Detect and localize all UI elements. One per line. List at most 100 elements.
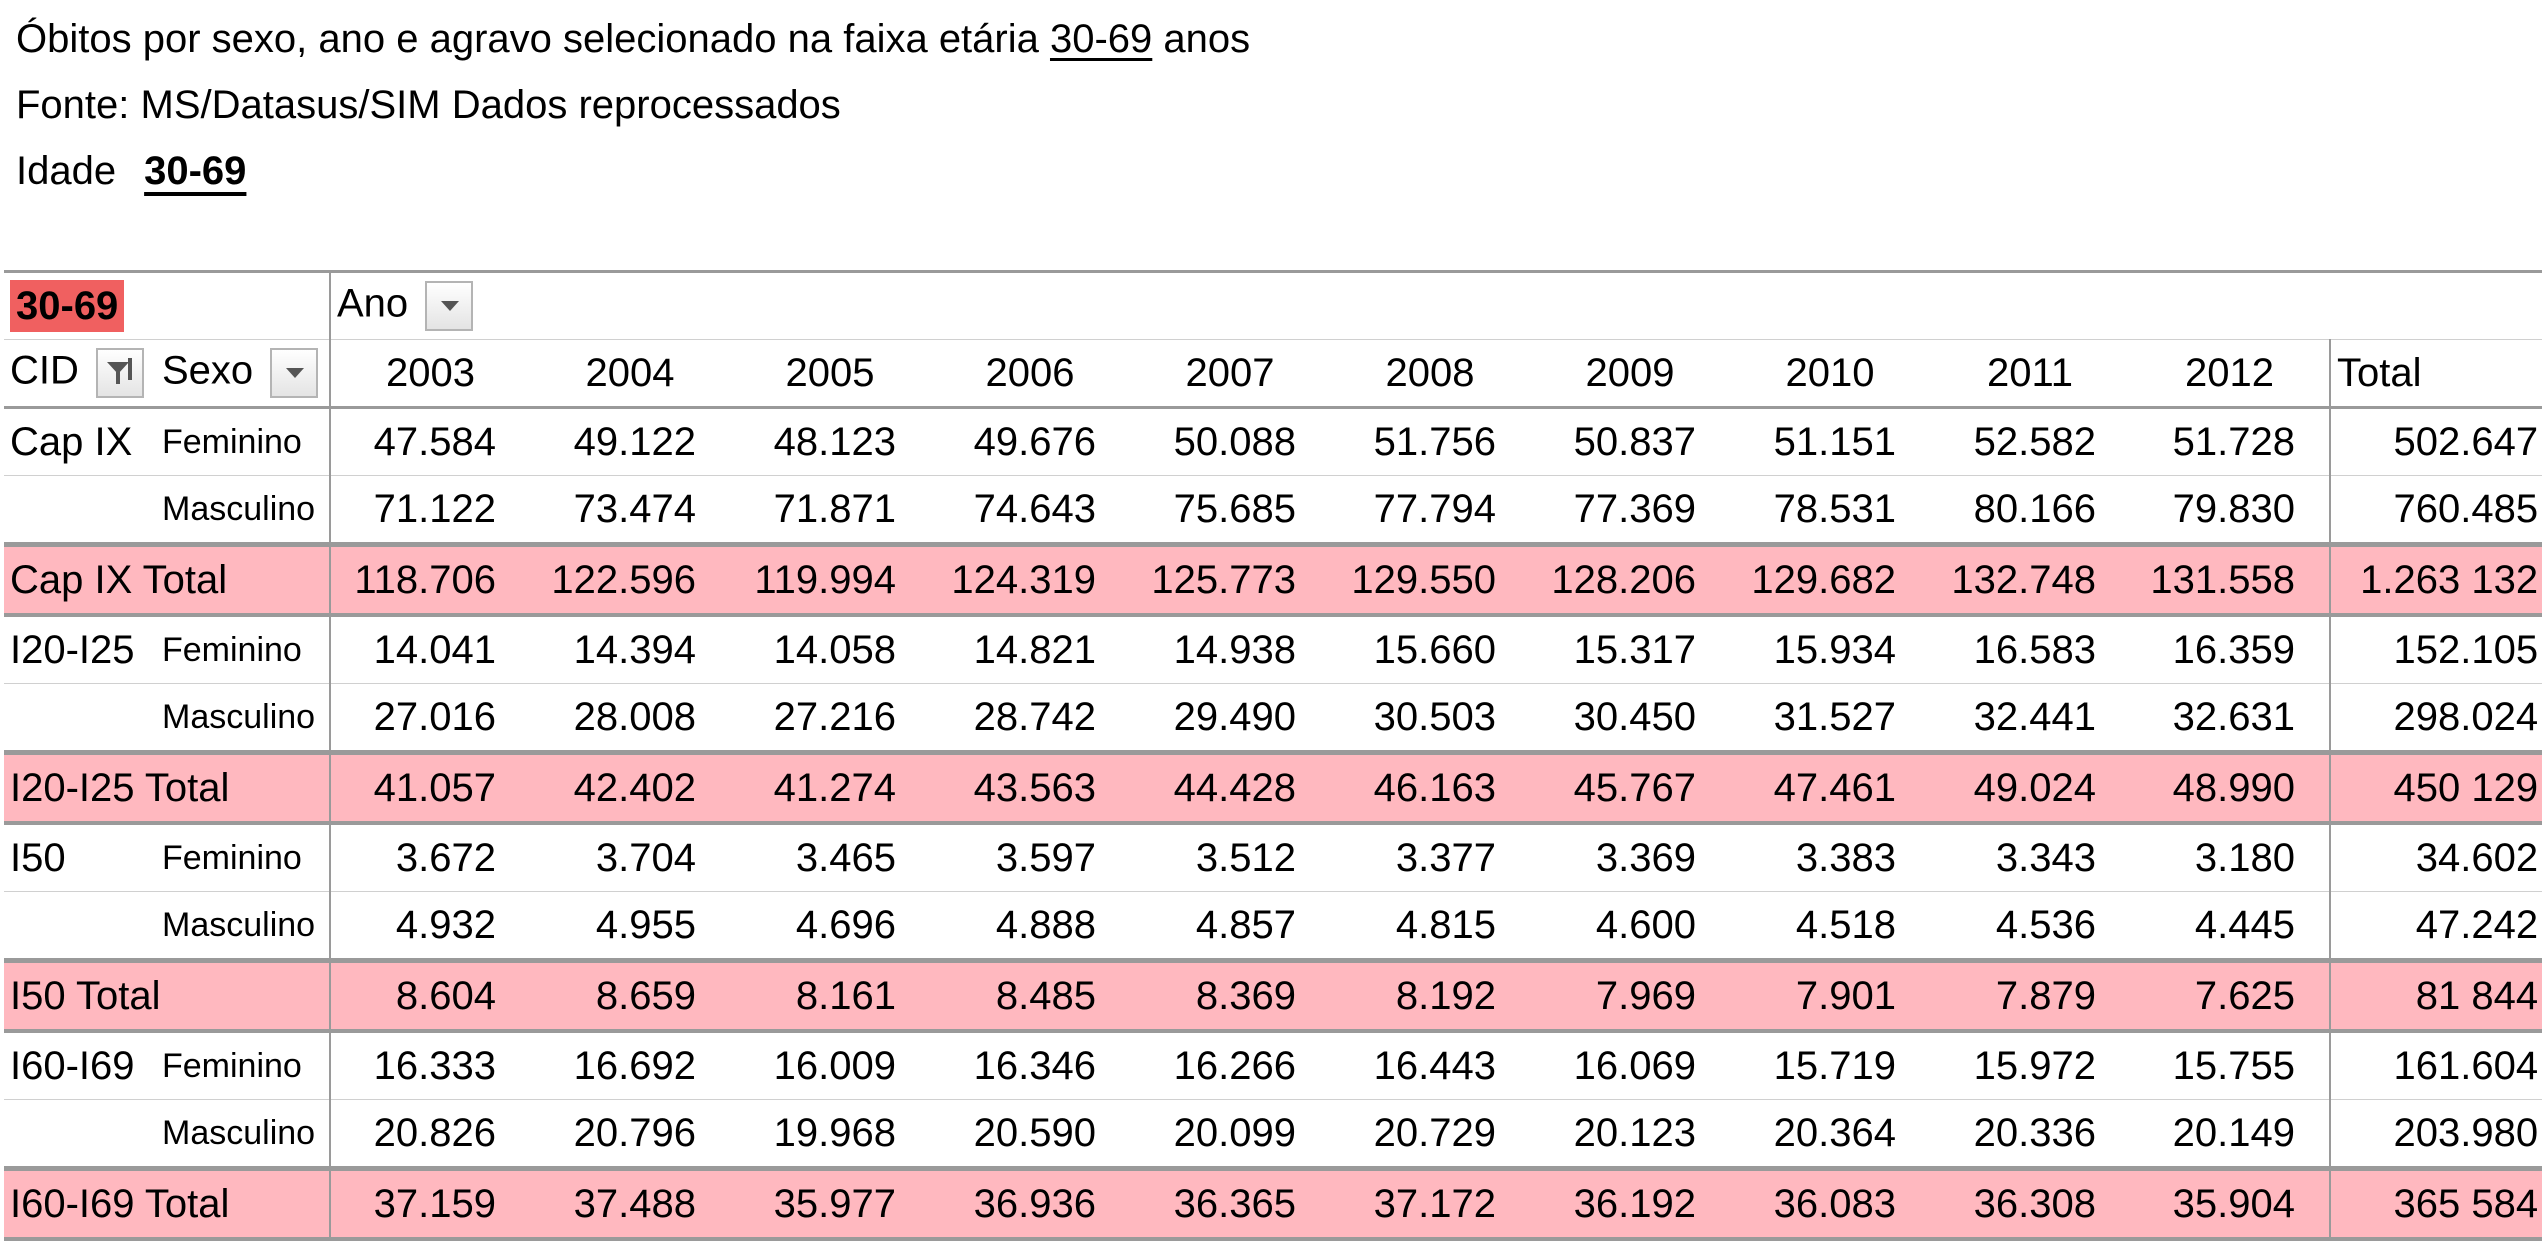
value-cell[interactable]: 4.696 (730, 891, 930, 961)
value-cell[interactable]: 4.857 (1130, 891, 1330, 961)
subtotal-cell[interactable]: 8.192 (1330, 958, 1530, 1033)
cid-label[interactable]: I50 (4, 822, 156, 892)
value-cell[interactable]: 47.584 (330, 407, 530, 476)
subtotal-cell[interactable]: 7.969 (1530, 958, 1730, 1033)
value-cell[interactable]: 71.871 (730, 475, 930, 545)
subtotal-cell[interactable]: 41.274 (730, 750, 930, 825)
subtotal-cell[interactable]: 7.901 (1730, 958, 1930, 1033)
value-cell[interactable]: 78.531 (1730, 475, 1930, 545)
subtotal-label[interactable]: I20-I25 Total (4, 750, 331, 825)
value-cell[interactable]: 52.582 (1930, 407, 2130, 476)
subtotal-cell[interactable]: 122.596 (530, 542, 730, 617)
subtotal-cell[interactable]: 36.936 (930, 1166, 1130, 1241)
value-cell[interactable]: 77.369 (1530, 475, 1730, 545)
cid-label[interactable] (4, 683, 156, 753)
subtotal-cell[interactable]: 131.558 (2130, 542, 2330, 617)
sexo-filter-dropdown[interactable] (270, 348, 319, 398)
value-cell[interactable]: 20.149 (2130, 1099, 2330, 1169)
value-cell[interactable]: 20.123 (1530, 1099, 1730, 1169)
value-cell[interactable]: 29.490 (1130, 683, 1330, 753)
subtotal-cell[interactable]: 7.625 (2130, 958, 2330, 1033)
value-cell[interactable]: 27.216 (730, 683, 930, 753)
value-cell[interactable]: 15.934 (1730, 614, 1930, 684)
value-cell[interactable]: 20.826 (330, 1099, 530, 1169)
value-cell[interactable]: 15.972 (1930, 1030, 2130, 1100)
subtotal-cell[interactable]: 47.461 (1730, 750, 1930, 825)
subtotal-label[interactable]: Cap IX Total (4, 542, 331, 617)
value-cell[interactable]: 14.394 (530, 614, 730, 684)
subtotal-cell[interactable]: 43.563 (930, 750, 1130, 825)
value-cell[interactable]: 80.166 (1930, 475, 2130, 545)
value-cell[interactable]: 51.151 (1730, 407, 1930, 476)
value-cell[interactable]: 71.122 (330, 475, 530, 545)
value-cell[interactable]: 20.590 (930, 1099, 1130, 1169)
year-header-2012[interactable]: 2012 (2130, 339, 2330, 409)
value-cell[interactable]: 15.660 (1330, 614, 1530, 684)
cid-label[interactable] (4, 1099, 156, 1169)
value-cell[interactable]: 4.600 (1530, 891, 1730, 961)
value-cell[interactable]: 51.756 (1330, 407, 1530, 476)
cid-label[interactable] (4, 891, 156, 961)
value-cell[interactable]: 14.058 (730, 614, 930, 684)
value-cell[interactable]: 3.512 (1130, 822, 1330, 892)
value-cell[interactable]: 49.122 (530, 407, 730, 476)
value-cell[interactable]: 16.346 (930, 1030, 1130, 1100)
subtotal-cell[interactable]: 8.485 (930, 958, 1130, 1033)
subtotal-cell[interactable]: 132.748 (1930, 542, 2130, 617)
value-cell[interactable]: 16.443 (1330, 1030, 1530, 1100)
subtotal-cell[interactable]: 8.604 (330, 958, 530, 1033)
sexo-label[interactable]: Masculino (156, 1099, 331, 1169)
value-cell[interactable]: 3.180 (2130, 822, 2330, 892)
value-cell[interactable]: 3.369 (1530, 822, 1730, 892)
value-cell[interactable]: 75.685 (1130, 475, 1330, 545)
sexo-label[interactable]: Feminino (156, 1030, 331, 1100)
subtotal-cell[interactable]: 7.879 (1930, 958, 2130, 1033)
value-cell[interactable]: 49.676 (930, 407, 1130, 476)
year-header-2007[interactable]: 2007 (1130, 339, 1330, 409)
subtotal-cell[interactable]: 36.083 (1730, 1166, 1930, 1241)
value-cell[interactable]: 15.755 (2130, 1030, 2330, 1100)
value-cell[interactable]: 3.672 (330, 822, 530, 892)
value-cell[interactable]: 50.837 (1530, 407, 1730, 476)
subtotal-cell[interactable]: 8.369 (1130, 958, 1330, 1033)
year-header-2004[interactable]: 2004 (530, 339, 730, 409)
value-cell[interactable]: 4.888 (930, 891, 1130, 961)
value-cell[interactable]: 16.583 (1930, 614, 2130, 684)
value-cell[interactable]: 16.692 (530, 1030, 730, 1100)
value-cell[interactable]: 15.719 (1730, 1030, 1930, 1100)
value-cell[interactable]: 16.266 (1130, 1030, 1330, 1100)
cid-filter-dropdown[interactable] (96, 348, 145, 398)
value-cell[interactable]: 4.932 (330, 891, 530, 961)
value-cell[interactable]: 30.503 (1330, 683, 1530, 753)
cid-label[interactable]: Cap IX (4, 407, 156, 476)
group-grand-total-cell[interactable]: 450 129 (2328, 750, 2542, 825)
subtotal-cell[interactable]: 44.428 (1130, 750, 1330, 825)
subtotal-cell[interactable]: 37.159 (330, 1166, 530, 1241)
value-cell[interactable]: 48.123 (730, 407, 930, 476)
value-cell[interactable]: 16.069 (1530, 1030, 1730, 1100)
value-cell[interactable]: 16.359 (2130, 614, 2330, 684)
subtotal-cell[interactable]: 35.904 (2130, 1166, 2330, 1241)
row-total-cell[interactable]: 47.242 (2328, 891, 2542, 961)
column-field-dropdown[interactable] (425, 281, 474, 331)
cid-label[interactable] (4, 475, 156, 545)
subtotal-cell[interactable]: 8.659 (530, 958, 730, 1033)
value-cell[interactable]: 28.742 (930, 683, 1130, 753)
subtotal-cell[interactable]: 118.706 (330, 542, 530, 617)
value-cell[interactable]: 3.377 (1330, 822, 1530, 892)
value-cell[interactable]: 27.016 (330, 683, 530, 753)
value-cell[interactable]: 14.041 (330, 614, 530, 684)
subtotal-cell[interactable]: 125.773 (1130, 542, 1330, 617)
row-total-cell[interactable]: 502.647 (2328, 407, 2542, 476)
value-cell[interactable]: 20.364 (1730, 1099, 1930, 1169)
value-cell[interactable]: 79.830 (2130, 475, 2330, 545)
value-cell[interactable]: 20.729 (1330, 1099, 1530, 1169)
value-cell[interactable]: 15.317 (1530, 614, 1730, 684)
year-header-2003[interactable]: 2003 (330, 339, 530, 409)
value-cell[interactable]: 20.336 (1930, 1099, 2130, 1169)
row-total-cell[interactable]: 203.980 (2328, 1099, 2542, 1169)
row-total-cell[interactable]: 152.105 (2328, 614, 2542, 684)
value-cell[interactable]: 51.728 (2130, 407, 2330, 476)
subtotal-cell[interactable]: 37.488 (530, 1166, 730, 1241)
row-total-cell[interactable]: 760.485 (2328, 475, 2542, 545)
